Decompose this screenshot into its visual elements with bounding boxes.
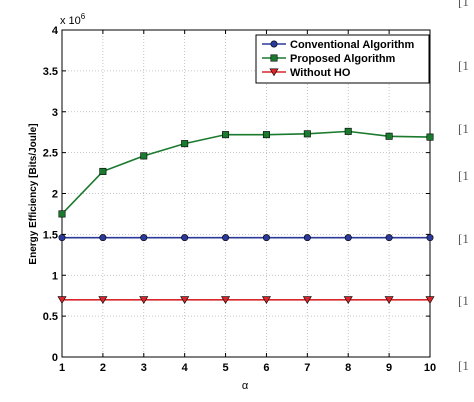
x-tick-label: 8 [345,362,351,374]
data-point [221,296,231,304]
data-point [180,296,190,304]
legend-label: Conventional Algorithm [290,39,414,51]
y-tick-label: 2 [52,189,58,201]
legend-entry: Proposed Algorithm [262,53,396,65]
series-without-ho [57,296,435,304]
data-point [139,296,149,304]
legend-swatch-marker [270,54,278,62]
axis-ticks: 1 2 3 4 5 6 7 8 9 10 0 0.5 1 1.5 2 2.5 3 3.5 4 [43,25,436,374]
data-point [426,234,434,242]
data-point [425,296,435,304]
data-point [261,296,271,304]
page-edge-fragment: [1 [458,358,469,373]
series-line [61,130,431,215]
data-point [57,296,67,304]
data-point [385,132,393,140]
legend-label: Without HO [290,67,351,79]
y-tick-label: 4 [52,25,59,37]
data-point [385,234,393,242]
x-tick-label: 7 [304,362,310,374]
x-tick-label: 9 [386,362,392,374]
data-point [262,234,270,242]
x-tick-label: 6 [263,362,269,374]
data-point [344,234,352,242]
y-tick-label: 1 [52,270,58,282]
legend: Conventional Algorithm Proposed Algorithm… [255,34,430,84]
page-edge-fragments: [1 [1 [1 [1 [1 [1 [1 [458,0,469,373]
y-tick-label: 0.5 [43,311,58,323]
page-edge-fragment: [1 [458,0,469,9]
legend-box [255,34,430,84]
data-point [99,234,107,242]
data-point [140,152,148,160]
data-point [343,296,353,304]
x-axis-label: α [242,380,249,392]
data-point [58,234,66,242]
x-tick-label: 1 [59,362,65,374]
y-tick-label: 0 [52,352,58,364]
y-tick-label: 1.5 [43,229,58,241]
x-tick-label: 5 [222,362,228,374]
data-point [426,133,434,141]
data-point [140,234,148,242]
page-edge-fragment: [1 [458,121,469,136]
x-tick-label: 3 [141,362,147,374]
y-tick-label: 3 [52,107,58,119]
x-tick-label: 10 [424,362,436,374]
data-point [384,296,394,304]
series-layer [57,127,435,304]
series-proposed-algorithm [58,127,434,218]
data-point [303,130,311,138]
data-point [222,234,230,242]
y-tick-label: 2.5 [43,148,58,160]
data-point [344,127,352,135]
legend-swatch-marker [269,68,279,77]
y-axis-label: Energy Efficiency [Bits/Joule] [28,123,39,264]
legend-entry: Without HO [262,67,351,79]
page-edge-fragment: [1 [458,231,469,246]
data-point [222,131,230,139]
data-point [181,140,189,148]
legend-entry: Conventional Algorithm [262,39,414,51]
series-conventional-algorithm [58,234,434,242]
page-edge-fragment: [1 [458,58,469,73]
page-edge-fragment: [1 [458,168,469,183]
y-axis-multiplier-exponent: 6 [81,12,86,21]
legend-swatch-marker [270,40,278,48]
legend-label: Proposed Algorithm [290,53,396,65]
data-point [98,296,108,304]
y-axis-multiplier: x 106 [60,12,86,27]
data-point [58,210,66,218]
x-tick-label: 2 [100,362,106,374]
data-point [303,234,311,242]
y-axis-multiplier-base: x 10 [60,15,81,27]
data-point [99,167,107,175]
data-point [302,296,312,304]
data-point [181,234,189,242]
page-edge-fragment: [1 [458,293,469,308]
x-tick-label: 4 [182,362,189,374]
y-tick-label: 3.5 [43,66,58,78]
data-point [262,131,270,139]
